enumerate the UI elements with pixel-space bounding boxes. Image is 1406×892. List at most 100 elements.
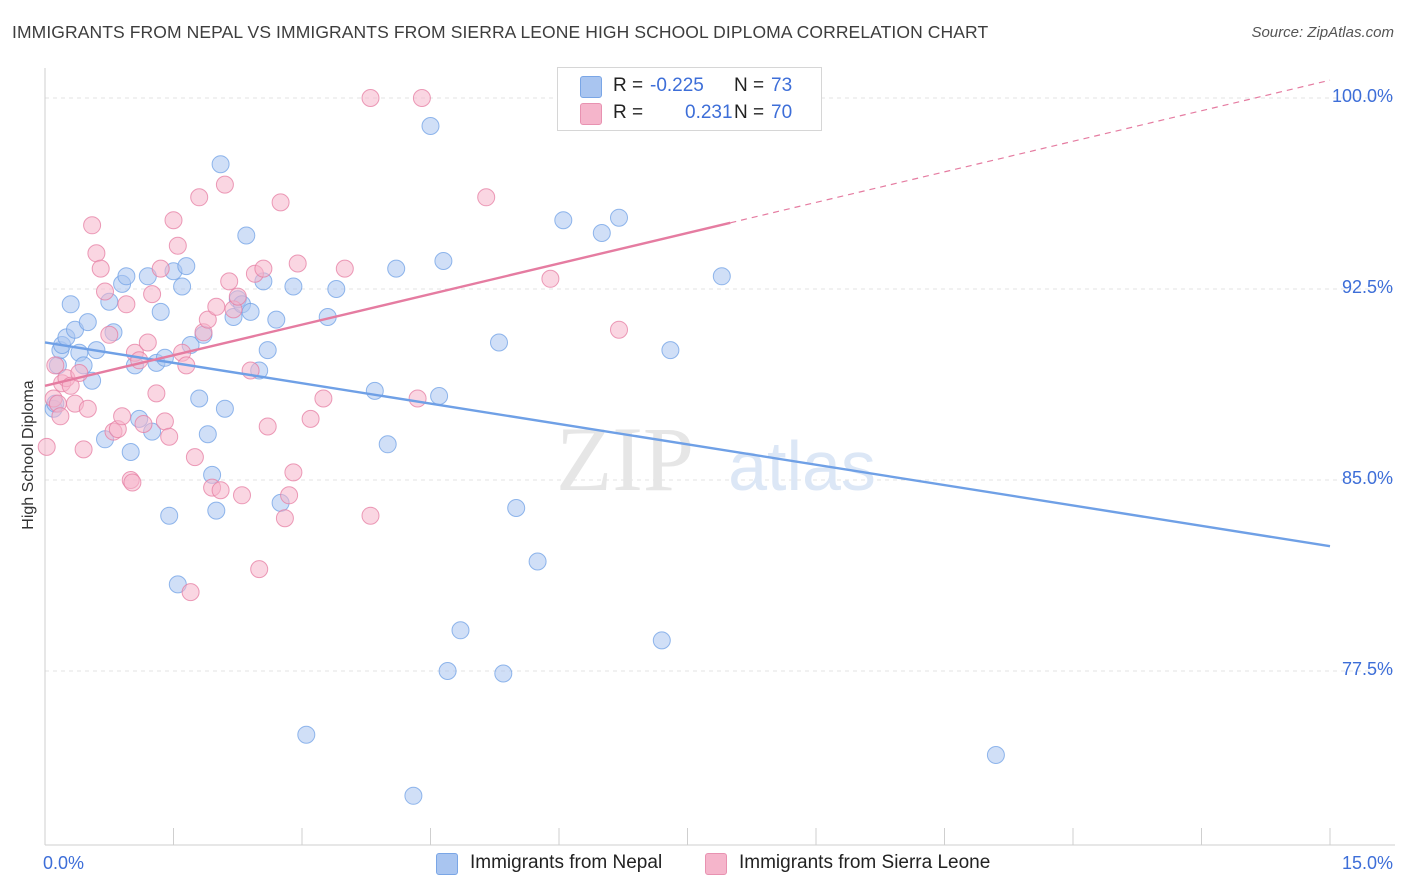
- data-point: [327, 280, 346, 298]
- data-point: [404, 786, 423, 805]
- stats-legend: R = -0.225 N = 73 R = 0.231 N = 70: [557, 67, 822, 131]
- n-value: 73: [771, 75, 793, 96]
- data-point: [490, 333, 508, 352]
- n-value: 70: [771, 102, 793, 123]
- data-point: [207, 501, 226, 520]
- data-point: [147, 384, 166, 403]
- data-point: [151, 302, 170, 321]
- data-point: [301, 409, 320, 428]
- data-point: [190, 389, 209, 408]
- data-point: [181, 583, 200, 602]
- y-tick-label: 92.5%: [1341, 277, 1393, 297]
- r-value: -0.225: [650, 75, 704, 96]
- data-point: [528, 552, 547, 571]
- data-point: [83, 216, 102, 235]
- r-key: R =: [613, 75, 644, 96]
- data-point: [211, 481, 230, 500]
- data-point: [164, 211, 183, 230]
- legend-swatch-sierra-leone: [705, 853, 727, 875]
- data-point: [228, 287, 247, 306]
- data-point: [477, 188, 496, 207]
- x-tick-label-max: 15.0%: [1341, 853, 1393, 873]
- data-point: [211, 155, 230, 174]
- data-point: [121, 443, 140, 461]
- data-point: [541, 269, 560, 288]
- n-key: N =: [734, 75, 765, 96]
- data-point: [275, 509, 294, 528]
- data-point: [361, 506, 380, 525]
- data-point: [117, 267, 136, 286]
- data-point: [237, 226, 256, 245]
- data-point: [155, 412, 174, 431]
- data-point: [220, 272, 239, 291]
- data-point: [421, 117, 440, 135]
- legend-swatch-sierra-leone: [580, 103, 602, 125]
- data-point: [207, 297, 226, 316]
- watermark-zip: ZIP: [556, 408, 694, 510]
- data-point: [361, 89, 380, 107]
- data-point: [297, 725, 316, 744]
- grid-lines: [45, 97, 1395, 672]
- data-point: [986, 746, 1005, 764]
- legend-label: Immigrants from Sierra Leone: [739, 852, 991, 873]
- y-tick-label: 77.5%: [1341, 659, 1393, 679]
- data-point: [408, 389, 427, 408]
- data-point: [258, 341, 277, 360]
- data-point: [130, 351, 149, 370]
- legend-swatch-nepal: [580, 76, 602, 98]
- data-point: [78, 399, 97, 418]
- data-point: [74, 440, 93, 459]
- data-point: [430, 387, 449, 405]
- data-point: [610, 320, 628, 339]
- data-point: [412, 89, 431, 107]
- data-point: [160, 427, 179, 446]
- y-axis-label: High School Diploma: [20, 380, 37, 530]
- data-point: [652, 631, 671, 650]
- n-key: N =: [734, 102, 765, 123]
- data-point: [151, 259, 170, 278]
- source-credit: Source: ZipAtlas.com: [1251, 24, 1394, 41]
- data-point: [271, 193, 290, 212]
- data-point: [387, 259, 406, 278]
- data-point: [51, 407, 70, 426]
- data-point: [138, 333, 157, 352]
- y-tick-label: 100.0%: [1331, 86, 1393, 106]
- legend-swatch-nepal: [436, 853, 458, 875]
- legend-label: Immigrants from Nepal: [470, 852, 663, 873]
- chart-title: IMMIGRANTS FROM NEPAL VS IMMIGRANTS FROM…: [12, 22, 989, 42]
- data-point: [37, 437, 56, 456]
- r-key: R =: [613, 102, 644, 123]
- r-value: 0.231: [685, 102, 733, 123]
- data-point: [185, 448, 204, 467]
- data-point: [451, 621, 470, 640]
- trend-line: [44, 341, 1331, 548]
- data-point: [712, 267, 731, 286]
- data-point: [143, 285, 162, 304]
- data-point: [267, 310, 286, 329]
- x-tick-label-min: 0.0%: [43, 853, 85, 873]
- data-point: [288, 254, 307, 273]
- data-point: [78, 313, 97, 332]
- data-point: [314, 389, 333, 408]
- data-point: [610, 208, 628, 227]
- data-point: [284, 463, 303, 482]
- data-point: [113, 407, 132, 426]
- data-point: [280, 486, 299, 505]
- data-point: [198, 425, 217, 444]
- trend-lines: [44, 79, 1331, 548]
- data-point: [100, 325, 119, 344]
- data-point: [233, 486, 251, 505]
- axes: [44, 68, 1395, 846]
- data-point: [494, 664, 513, 683]
- series-legend: Immigrants from Nepal Immigrants from Si…: [0, 852, 1406, 878]
- data-point: [96, 282, 114, 301]
- trend-line: [44, 221, 731, 387]
- data-point: [198, 310, 217, 329]
- data-point: [168, 236, 187, 255]
- data-point: [592, 224, 611, 242]
- series-sierra-leone-points: [37, 89, 628, 602]
- data-point: [254, 259, 273, 278]
- data-point: [160, 506, 179, 525]
- data-point: [190, 188, 209, 207]
